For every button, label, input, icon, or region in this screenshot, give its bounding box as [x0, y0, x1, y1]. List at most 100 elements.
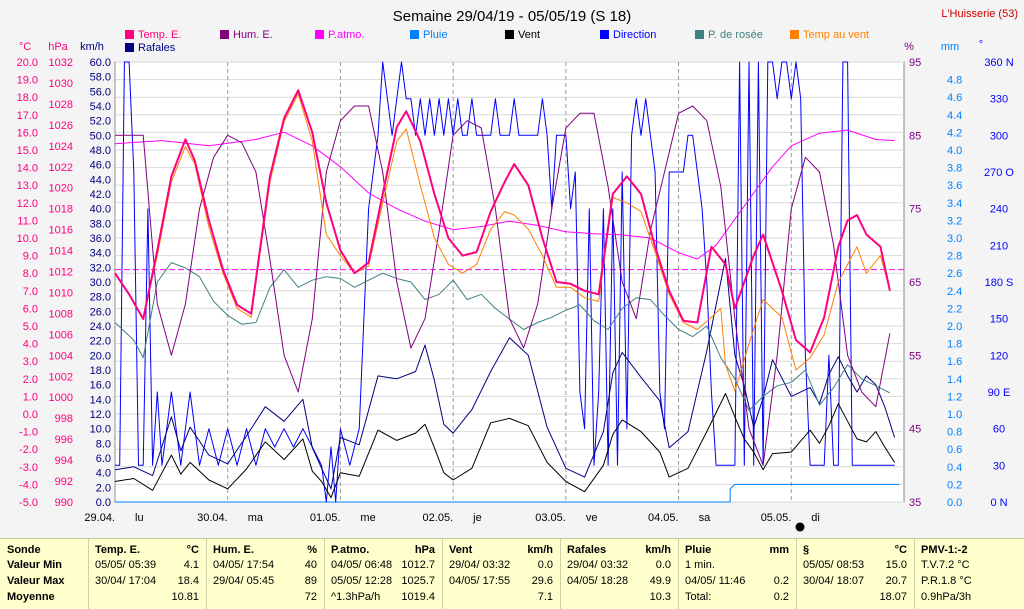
hum-tick-label: 55: [909, 350, 921, 362]
stats-probe-label: Sonde: [7, 544, 41, 556]
wind-tick-label: 16.0: [90, 380, 111, 392]
x-tick-date: 02.05.: [423, 512, 454, 524]
wind-tick-label: 50.0: [90, 130, 111, 142]
stats-unit: hPa: [414, 544, 435, 556]
stats-max-time: 30/04/ 18:07: [803, 575, 865, 587]
press-tick-label: 990: [55, 497, 73, 509]
rain-tick-label: 4.4: [947, 110, 962, 122]
stats-min-value: 40: [304, 559, 317, 571]
rain-tick-label: 2.4: [947, 286, 962, 298]
dir-tick-label: 90 E: [988, 387, 1011, 399]
plot-area: [114, 61, 905, 503]
wind-tick-label: 4.0: [96, 468, 111, 480]
press-tick-label: 1030: [49, 78, 73, 90]
wind-tick-label: 52.0: [90, 116, 111, 128]
press-tick-label: 992: [55, 476, 73, 488]
unit-dir: °: [979, 39, 983, 51]
stats-min-value: 0.0: [655, 559, 671, 571]
dir-tick-label: 180 S: [985, 277, 1014, 289]
stats-group-rain: Pluie mm 1 min. 04/05/ 11:46 0.2 Total: 0.2: [678, 539, 797, 609]
stats-max-value: 1025.7: [401, 575, 435, 587]
wind-tick-label: 46.0: [90, 160, 111, 172]
hum-tick-label: 75: [909, 204, 921, 216]
stats-mean-label: Moyenne: [7, 591, 55, 603]
dir-tick-label: 240: [990, 204, 1008, 216]
stats-title: Rafales: [567, 544, 607, 556]
stats-mean-value: 10.3: [649, 591, 671, 603]
stats-min-time: 29/04/ 03:32: [567, 559, 629, 571]
temp-tick-label: 6.0: [23, 303, 38, 315]
dir-tick-label: 330: [990, 94, 1008, 106]
stats-max-time: 05/05/ 12:28: [331, 575, 393, 587]
series-line-vent: [114, 393, 896, 499]
temp-tick-label: 15.0: [17, 145, 38, 157]
stats-group-gusts: Rafales km/h 29/04/ 03:32 0.0 04/05/ 18:28…: [560, 539, 679, 609]
stats-max-time: 04/05/ 18:28: [567, 575, 629, 587]
wind-tick-label: 34.0: [90, 248, 111, 260]
stats-unit: km/h: [527, 544, 553, 556]
wind-tick-label: 14.0: [90, 394, 111, 406]
press-tick-label: 998: [55, 413, 73, 425]
rain-tick-label: 4.6: [947, 92, 962, 104]
stats-group-press: P.atmo. hPa 04/05/ 06:48 1012.7 05/05/ 12:…: [324, 539, 443, 609]
x-tick-day: lu: [135, 512, 144, 524]
press-tick-label: 1032: [49, 57, 73, 69]
stats-unit: °C: [186, 544, 199, 556]
stats-title: Temp. E.: [95, 544, 141, 556]
temp-tick-label: -1.0: [19, 427, 38, 439]
unit-wind: km/h: [80, 41, 104, 53]
stats-unit: mm: [769, 544, 789, 556]
temp-tick-label: 13.0: [17, 180, 38, 192]
wind-tick-label: 42.0: [90, 189, 111, 201]
series-line-temp-au-vent: [114, 93, 891, 392]
temp-tick-label: -5.0: [19, 497, 38, 509]
stats-unit: %: [307, 544, 317, 556]
stats-title: P.atmo.: [331, 544, 370, 556]
press-tick-label: 1016: [49, 225, 73, 237]
stats-min-label: Valeur Min: [7, 559, 63, 571]
wind-tick-label: 38.0: [90, 218, 111, 230]
temp-tick-label: 4.0: [23, 339, 38, 351]
rain-tick-label: 3.0: [947, 233, 962, 245]
x-tick-day: me: [360, 512, 375, 524]
temp-tick-label: 5.0: [23, 321, 38, 333]
rain-tick-label: 1.8: [947, 339, 962, 351]
temp-tick-label: 0.0: [23, 409, 38, 421]
legend-swatch: [125, 30, 134, 39]
rain-tick-label: 2.8: [947, 251, 962, 263]
rain-tick-label: 1.2: [947, 391, 962, 403]
stats-group-wind: Vent km/h 29/04/ 03:32 0.0 04/05/ 17:55 29.…: [442, 539, 561, 609]
wind-tick-label: 22.0: [90, 336, 111, 348]
legend-label: Direction: [613, 29, 656, 41]
stats-group-pmv: PMV-1:-2 T.V.7.2 °C P.R.1.8 °C 0.9hPa/3h: [914, 539, 1024, 609]
stats-min-time: 05/05/ 08:53: [803, 559, 865, 571]
rain-tick-label: 2.0: [947, 321, 962, 333]
temp-tick-label: -2.0: [19, 444, 38, 456]
series-layer: [114, 61, 904, 503]
legend-swatch: [600, 30, 609, 39]
hum-tick-label: 35: [909, 497, 921, 509]
stats-max-time: 30/04/ 17:04: [95, 575, 157, 587]
wind-tick-label: 8.0: [96, 438, 111, 450]
wind-tick-label: 12.0: [90, 409, 111, 421]
stats-pmv-title: PMV-1:-2: [921, 544, 968, 556]
legend-swatch: [790, 30, 799, 39]
press-tick-label: 994: [55, 455, 73, 467]
temp-tick-label: 20.0: [17, 57, 38, 69]
stats-max-label: Valeur Max: [7, 575, 65, 587]
temp-tick-label: 3.0: [23, 356, 38, 368]
x-tick-day: ma: [248, 512, 264, 524]
rain-tick-label: 4.8: [947, 75, 962, 87]
temp-tick-label: 8.0: [23, 268, 38, 280]
series-line-p-atmo: [114, 129, 895, 260]
wind-tick-label: 60.0: [90, 57, 111, 69]
stats-mean-note: ^1.3hPa/h: [331, 591, 381, 603]
stats-mean-value: 7.1: [537, 591, 553, 603]
stats-title: Pluie: [685, 544, 712, 556]
stats-min-time: 04/05/ 17:54: [213, 559, 275, 571]
wind-tick-label: 28.0: [90, 292, 111, 304]
rain-tick-label: 0.0: [947, 497, 962, 509]
legend-label: P. de rosée: [708, 29, 763, 41]
press-tick-label: 1006: [49, 329, 73, 341]
wind-tick-label: 26.0: [90, 306, 111, 318]
